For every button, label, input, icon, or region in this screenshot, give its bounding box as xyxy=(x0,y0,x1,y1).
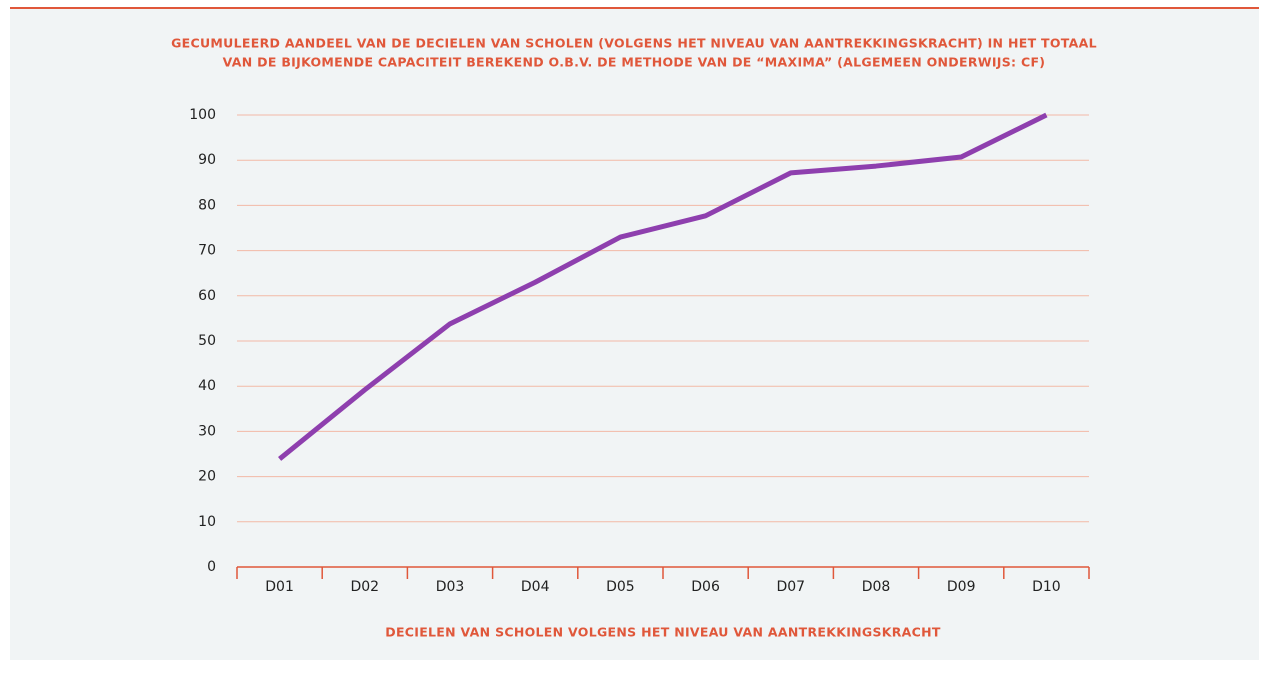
x-tick-label: D09 xyxy=(947,579,976,595)
series-line xyxy=(278,112,1048,461)
y-tick-label: 100 xyxy=(189,107,216,123)
x-tick-label: D10 xyxy=(1032,579,1061,595)
y-tick-label: 60 xyxy=(198,288,216,304)
x-tick-label: D02 xyxy=(350,579,379,595)
chart-title: GECUMULEERD AANDEEL VAN DE DECIELEN VAN … xyxy=(171,36,1097,51)
panel xyxy=(10,9,1259,660)
y-tick-label: 30 xyxy=(198,423,216,439)
x-tick-label: D07 xyxy=(776,579,805,595)
x-tick-label: D08 xyxy=(862,579,891,595)
x-tick-label: D03 xyxy=(436,579,465,595)
y-tick-label: 20 xyxy=(198,469,216,485)
chart-title: VAN DE BIJKOMENDE CAPACITEIT BEREKEND O.… xyxy=(223,55,1046,70)
y-tick-label: 50 xyxy=(198,333,216,349)
y-tick-label: 0 xyxy=(207,559,216,575)
y-tick-label: 10 xyxy=(198,514,216,530)
x-axis-label: DECIELEN VAN SCHOLEN VOLGENS HET NIVEAU … xyxy=(385,625,941,640)
y-tick-label: 80 xyxy=(198,197,216,213)
y-tick-label: 90 xyxy=(198,152,216,168)
x-tick-label: D05 xyxy=(606,579,635,595)
y-tick-label: 70 xyxy=(198,243,216,259)
x-tick-label: D01 xyxy=(265,579,294,595)
x-tick-label: D04 xyxy=(521,579,550,595)
y-tick-label: 40 xyxy=(198,378,216,394)
x-tick-label: D06 xyxy=(691,579,720,595)
